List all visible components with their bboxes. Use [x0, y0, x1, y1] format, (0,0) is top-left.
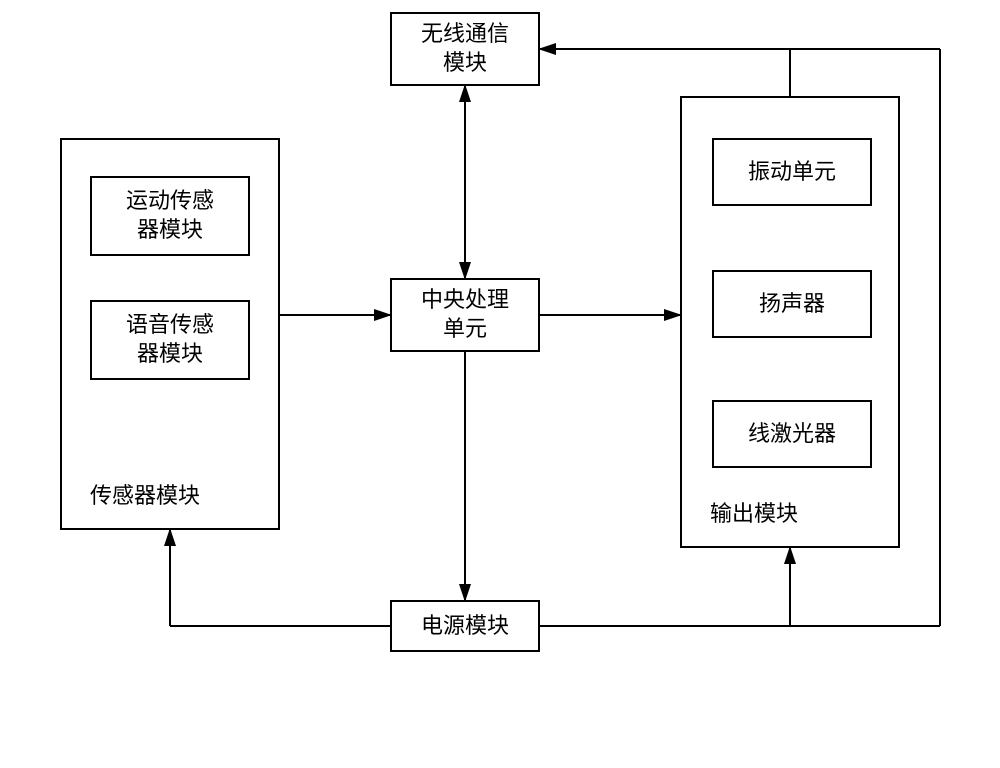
node-speaker-label: 扬声器: [759, 290, 825, 319]
node-laser: 线激光器: [712, 400, 872, 468]
diagram-canvas: 无线通信模块 中央处理单元 电源模块 传感器模块 运动传感器模块 语音传感器模块…: [0, 0, 1000, 768]
node-laser-label: 线激光器: [748, 420, 836, 449]
node-motion-sensor-label: 运动传感器模块: [126, 187, 214, 244]
node-wireless: 无线通信模块: [390, 12, 540, 86]
node-vibration-label: 振动单元: [748, 158, 836, 187]
node-cpu-label: 中央处理单元: [421, 286, 509, 343]
node-voice-sensor: 语音传感器模块: [90, 300, 250, 380]
node-vibration: 振动单元: [712, 138, 872, 206]
node-power: 电源模块: [390, 600, 540, 652]
group-sensor-label: 传感器模块: [90, 478, 200, 510]
node-cpu: 中央处理单元: [390, 278, 540, 352]
node-wireless-label: 无线通信模块: [421, 20, 509, 77]
group-output-label: 输出模块: [710, 496, 798, 528]
node-speaker: 扬声器: [712, 270, 872, 338]
node-motion-sensor: 运动传感器模块: [90, 176, 250, 256]
node-voice-sensor-label: 语音传感器模块: [126, 311, 214, 368]
node-power-label: 电源模块: [421, 612, 509, 641]
